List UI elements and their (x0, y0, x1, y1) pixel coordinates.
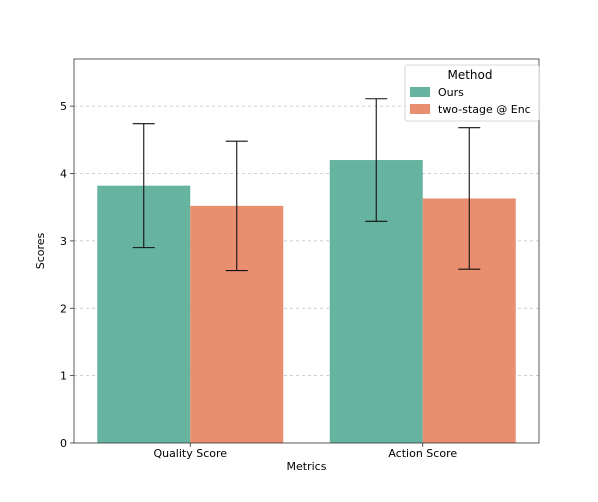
plot-frame (73, 58, 540, 444)
legend-label: Ours (438, 86, 464, 99)
y-tick-label: 4 (60, 168, 67, 181)
x-tick-label: Action Score (388, 447, 457, 460)
y-tick-label: 2 (60, 302, 67, 315)
y-tick-label: 1 (60, 370, 67, 383)
y-tick-label: 0 (60, 437, 67, 450)
legend: Method Ours two-stage @ Enc (404, 64, 540, 122)
x-axis: Quality Score Action Score (153, 443, 457, 460)
legend-items: Ours two-stage @ Enc (410, 86, 531, 116)
legend-box (404, 64, 540, 122)
x-axis-label: Metrics (287, 460, 327, 473)
legend-label: two-stage @ Enc (438, 103, 531, 116)
legend-title: Method (447, 68, 492, 82)
y-tick-label: 5 (60, 100, 67, 113)
error-bars-layer (132, 98, 481, 272)
y-axis-label: Scores (34, 232, 47, 269)
y-tick-label: 3 (60, 235, 67, 248)
bars-layer (97, 160, 516, 444)
x-tick-label: Quality Score (153, 447, 227, 460)
legend-swatch (410, 87, 430, 97)
legend-swatch (410, 104, 430, 114)
y-axis: 0 1 2 3 4 5 (60, 100, 74, 450)
